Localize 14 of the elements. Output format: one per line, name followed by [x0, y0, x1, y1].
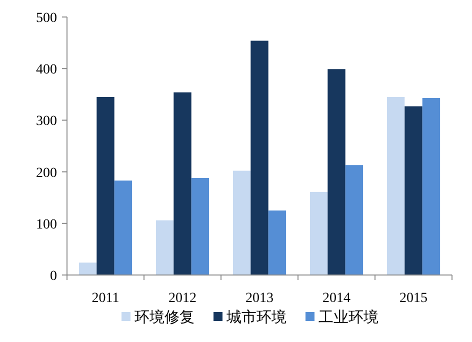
x-tick-label: 2014	[322, 291, 350, 306]
x-tick-label: 2015	[400, 291, 428, 306]
x-tick-label: 2011	[92, 291, 120, 306]
legend-label: 环境修复	[134, 309, 194, 326]
y-tick-label: 100	[36, 217, 57, 232]
x-tick-label: 2012	[168, 291, 196, 306]
y-tick-label: 500	[36, 11, 57, 26]
legend-label: 工业环境	[318, 309, 378, 326]
x-tick-label: 2013	[246, 291, 274, 306]
y-tick-label: 0	[50, 269, 57, 284]
y-tick-label: 300	[36, 114, 57, 130]
y-tick-label: 400	[36, 62, 57, 78]
legend-label: 城市环境	[226, 309, 286, 326]
y-tick-label: 200	[36, 166, 57, 181]
